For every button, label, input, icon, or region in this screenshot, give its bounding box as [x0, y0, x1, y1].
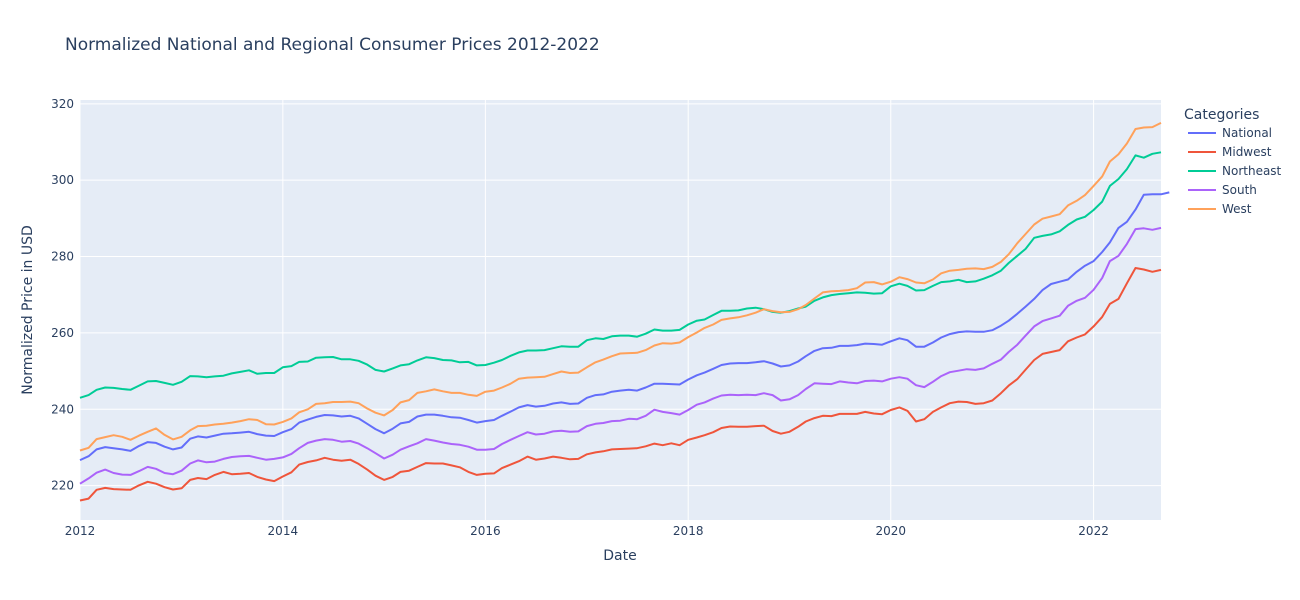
legend-label-northeast: Northeast [1222, 164, 1282, 178]
legend: Categories National Midwest Northeast South… [1184, 107, 1282, 216]
x-axis: 2012 2014 2016 2018 2020 2022 [65, 524, 1109, 538]
legend-label-south: South [1222, 183, 1257, 197]
plot-area [80, 100, 1161, 520]
y-tick-label: 260 [51, 326, 74, 340]
series-lines [79, 122, 1170, 502]
y-tick-label: 320 [51, 97, 74, 111]
y-tick-label: 300 [51, 173, 74, 187]
x-tick-label: 2020 [875, 524, 906, 538]
y-tick-label: 220 [51, 479, 74, 493]
x-tick-label: 2016 [470, 524, 501, 538]
y-tick-label: 240 [51, 402, 74, 416]
x-tick-label: 2022 [1078, 524, 1109, 538]
x-axis-title: Date [603, 548, 636, 564]
series-line-west [79, 122, 1162, 452]
x-tick-label: 2012 [65, 524, 96, 538]
y-tick-label: 280 [51, 250, 74, 264]
legend-label-midwest: Midwest [1222, 145, 1272, 159]
legend-label-west: West [1222, 202, 1252, 216]
y-axis: 220 240 260 280 300 320 [51, 97, 74, 493]
y-axis-title: Normalized Price in USD [20, 225, 36, 395]
chart-title: Normalized National and Regional Consume… [65, 35, 600, 55]
series-line-midwest [79, 267, 1162, 502]
x-tick-label: 2014 [268, 524, 299, 538]
gridlines [79, 100, 1161, 520]
legend-label-national: National [1222, 126, 1272, 140]
legend-title: Categories [1184, 107, 1259, 123]
series-line-south [79, 226, 1162, 485]
series-line-national [79, 191, 1170, 462]
series-line-northeast [79, 151, 1162, 399]
x-tick-label: 2018 [673, 524, 704, 538]
